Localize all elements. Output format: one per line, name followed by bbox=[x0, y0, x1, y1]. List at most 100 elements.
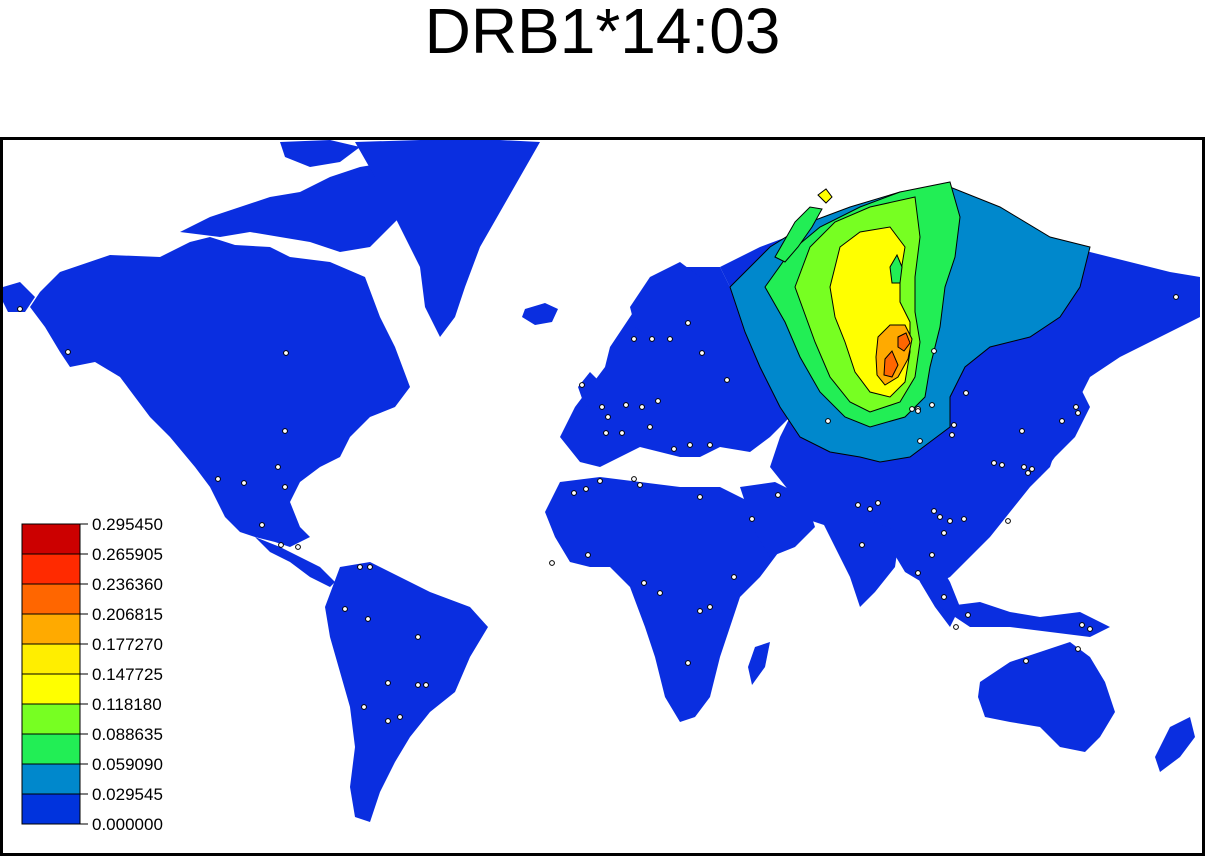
alaska-west bbox=[3, 282, 35, 312]
sample-point bbox=[1059, 418, 1065, 424]
sample-point bbox=[385, 680, 391, 686]
sample-point bbox=[65, 349, 71, 355]
british-isles bbox=[578, 372, 600, 407]
sample-point bbox=[637, 482, 643, 488]
sample-point bbox=[855, 502, 861, 508]
sample-point bbox=[937, 514, 943, 520]
sample-point bbox=[991, 460, 997, 466]
sample-point bbox=[649, 336, 655, 342]
sample-point bbox=[647, 424, 653, 430]
africa bbox=[545, 477, 790, 722]
sample-point bbox=[579, 382, 585, 388]
legend-label: 0.147725 bbox=[92, 665, 163, 684]
sample-point bbox=[583, 486, 589, 492]
sample-point bbox=[1073, 404, 1079, 410]
greenland bbox=[355, 140, 540, 337]
sample-point bbox=[917, 438, 923, 444]
sample-point bbox=[961, 516, 967, 522]
sample-point bbox=[1079, 622, 1085, 628]
sample-point bbox=[275, 464, 281, 470]
legend-swatch bbox=[21, 523, 81, 555]
sample-point bbox=[685, 660, 691, 666]
sample-point bbox=[619, 430, 625, 436]
map-border bbox=[0, 137, 1205, 856]
sample-point bbox=[1087, 626, 1093, 632]
legend: 0.295450 0.265905 0.236360 0.206815 0.177270… bbox=[21, 515, 163, 834]
sample-point bbox=[1019, 428, 1025, 434]
sample-point bbox=[599, 404, 605, 410]
legend-swatch bbox=[21, 703, 81, 735]
europe bbox=[560, 267, 790, 467]
legend-swatch bbox=[21, 733, 81, 765]
sample-point bbox=[361, 704, 367, 710]
sample-point bbox=[1173, 294, 1179, 300]
sample-point bbox=[724, 377, 730, 383]
frequency-contours bbox=[729, 181, 1091, 463]
sample-point bbox=[931, 348, 937, 354]
madagascar bbox=[748, 642, 770, 685]
new-zealand bbox=[1155, 717, 1195, 772]
sample-point bbox=[685, 320, 691, 326]
sample-point bbox=[641, 580, 647, 586]
sample-point bbox=[671, 446, 677, 452]
arabia bbox=[740, 482, 815, 557]
scandinavia bbox=[630, 262, 700, 337]
sample-point bbox=[1075, 410, 1081, 416]
australia bbox=[978, 642, 1115, 752]
band-0-206815 bbox=[883, 350, 899, 378]
sample-point bbox=[657, 590, 663, 596]
iceland bbox=[522, 303, 558, 325]
legend-swatch bbox=[21, 643, 81, 675]
sample-point bbox=[295, 544, 301, 550]
sample-point bbox=[941, 530, 947, 536]
sample-point bbox=[423, 682, 429, 688]
sample-point bbox=[585, 552, 591, 558]
sample-point bbox=[605, 414, 611, 420]
sample-point bbox=[603, 430, 609, 436]
world-map: 0.295450 0.265905 0.236360 0.206815 0.177270… bbox=[0, 137, 1205, 856]
legend-label: 0.118180 bbox=[92, 695, 162, 714]
india bbox=[820, 517, 900, 607]
sample-point bbox=[1029, 466, 1035, 472]
legend-label: 0.236360 bbox=[92, 575, 163, 594]
sample-point bbox=[749, 516, 755, 522]
legend-label: 0.177270 bbox=[92, 635, 163, 654]
sample-point bbox=[953, 624, 959, 630]
legend-swatch bbox=[21, 763, 81, 795]
sample-point bbox=[707, 442, 713, 448]
sample-point bbox=[699, 350, 705, 356]
sample-point bbox=[915, 570, 921, 576]
sample-point bbox=[571, 490, 577, 496]
sample-point bbox=[241, 480, 247, 486]
sample-point bbox=[397, 714, 403, 720]
sample-point bbox=[707, 604, 713, 610]
sample-point bbox=[342, 606, 348, 612]
sample-point bbox=[549, 560, 555, 566]
sample-point bbox=[947, 518, 953, 524]
south-america bbox=[325, 562, 488, 822]
sample-point bbox=[1005, 518, 1011, 524]
sample-points bbox=[17, 294, 1179, 724]
legend-swatch bbox=[21, 613, 81, 645]
sample-point bbox=[667, 336, 673, 342]
band-0-147725-ring bbox=[889, 253, 903, 284]
legend-label: 0.000000 bbox=[92, 815, 163, 834]
sample-point bbox=[999, 462, 1005, 468]
legend-label: 0.206815 bbox=[92, 605, 163, 624]
sample-point bbox=[631, 476, 637, 482]
sample-point bbox=[731, 574, 737, 580]
sample-point bbox=[597, 478, 603, 484]
sample-point bbox=[909, 406, 915, 412]
sample-point bbox=[367, 564, 373, 570]
sample-point bbox=[875, 500, 881, 506]
band-0-059090-south bbox=[774, 206, 823, 263]
sample-point bbox=[357, 564, 363, 570]
sample-point bbox=[687, 442, 693, 448]
sample-point bbox=[825, 418, 831, 424]
sample-point bbox=[1075, 646, 1081, 652]
central-america bbox=[255, 537, 335, 587]
sample-point bbox=[859, 542, 865, 548]
arctic-islands bbox=[180, 162, 420, 252]
sample-point bbox=[941, 594, 947, 600]
arctic-islands-north bbox=[280, 140, 360, 167]
